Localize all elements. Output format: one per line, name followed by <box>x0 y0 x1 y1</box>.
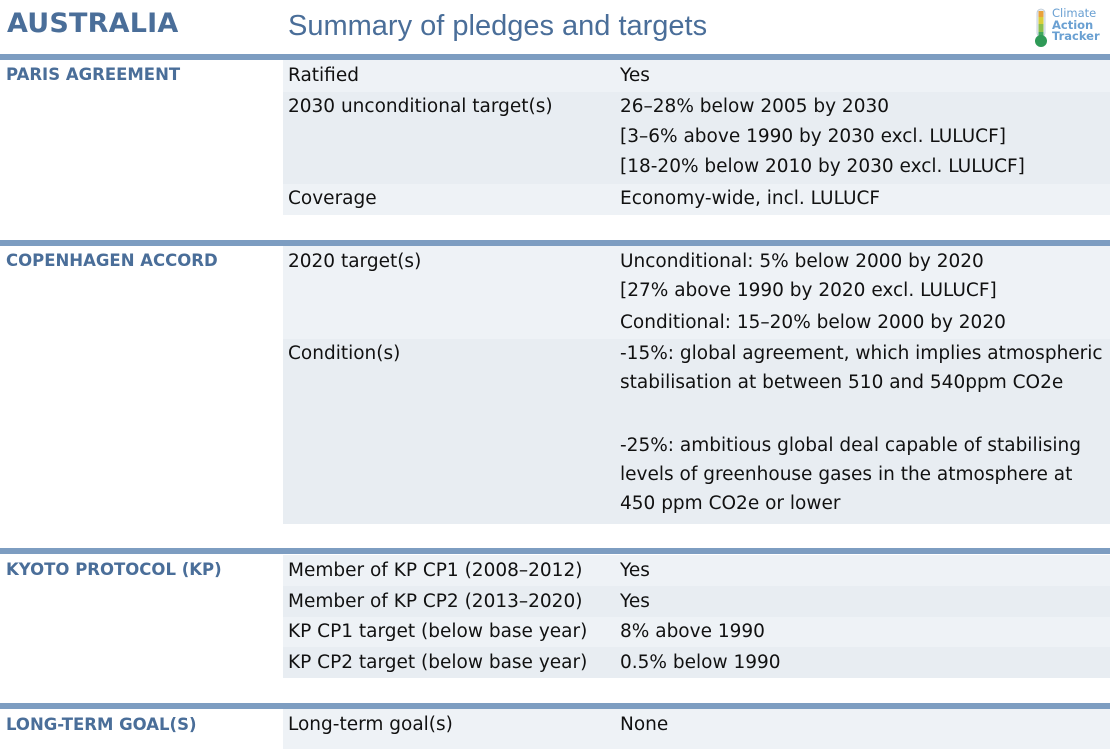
row-band <box>283 709 1110 749</box>
row-value: levels of greenhouse gases in the atmosp… <box>620 464 1073 485</box>
row-band <box>283 617 1110 647</box>
row-value: [27% above 1990 by 2020 excl. LULUCF] <box>620 280 997 301</box>
row-value: 450 ppm CO2e or lower <box>620 493 841 514</box>
section-divider <box>0 703 1110 709</box>
section-divider <box>0 240 1110 246</box>
section-title-kyoto: KYOTO PROTOCOL (KP) <box>6 560 222 579</box>
row-band <box>283 92 1110 184</box>
row-value: -25%: ambitious global deal capable of s… <box>620 435 1081 456</box>
logo-line-3: Tracker <box>1052 29 1100 43</box>
row-label: KP CP2 target (below base year) <box>288 652 588 673</box>
row-value: None <box>620 714 669 735</box>
row-value: Yes <box>620 65 650 86</box>
row-value: Yes <box>620 591 650 612</box>
row-value: 0.5% below 1990 <box>620 652 781 673</box>
row-value: 8% above 1990 <box>620 621 765 642</box>
page-subtitle: Summary of pledges and targets <box>288 10 708 42</box>
row-label: KP CP1 target (below base year) <box>288 621 588 642</box>
row-band <box>283 246 1110 339</box>
section-title-copenhagen: COPENHAGEN ACCORD <box>6 251 218 270</box>
row-value: [18-20% below 2010 by 2030 excl. LULUCF] <box>620 156 1025 177</box>
row-label: Condition(s) <box>288 343 401 364</box>
logo-text: Climate Action Tracker <box>1052 6 1100 43</box>
section-divider <box>0 548 1110 554</box>
row-value: Economy-wide, incl. LULUCF <box>620 188 881 209</box>
row-value: [3–6% above 1990 by 2030 excl. LULUCF] <box>620 126 1006 147</box>
logo-line-1: Climate <box>1052 6 1097 20</box>
row-value: -15%: global agreement, which implies at… <box>620 343 1103 364</box>
row-label: Member of KP CP1 (2008–2012) <box>288 560 583 581</box>
row-label: Coverage <box>288 188 377 209</box>
country-title: AUSTRALIA <box>7 8 179 39</box>
row-band <box>283 60 1110 92</box>
section-title-longterm: LONG-TERM GOAL(S) <box>6 715 197 734</box>
row-label: Member of KP CP2 (2013–2020) <box>288 591 583 612</box>
row-band <box>283 184 1110 215</box>
climate-action-tracker-logo: Climate Action Tracker <box>1032 6 1108 48</box>
row-label: 2020 target(s) <box>288 251 422 272</box>
row-value: 26–28% below 2005 by 2030 <box>620 96 889 117</box>
row-band <box>283 555 1110 586</box>
row-label: Long-term goal(s) <box>288 714 453 735</box>
row-label: Ratified <box>288 65 359 86</box>
row-band <box>283 647 1110 678</box>
row-value: Conditional: 15–20% below 2000 by 2020 <box>620 312 1006 333</box>
section-divider <box>0 54 1110 60</box>
row-label: 2030 unconditional target(s) <box>288 96 553 117</box>
row-value: Yes <box>620 560 650 581</box>
row-value: stabilisation at between 510 and 540ppm … <box>620 372 1064 393</box>
row-value: Unconditional: 5% below 2000 by 2020 <box>620 251 984 272</box>
row-band <box>283 586 1110 617</box>
section-title-paris: PARIS AGREEMENT <box>6 65 181 84</box>
thermometer-icon <box>1035 8 1047 47</box>
logo-line-2: Action <box>1052 17 1094 32</box>
row-band <box>283 339 1110 524</box>
